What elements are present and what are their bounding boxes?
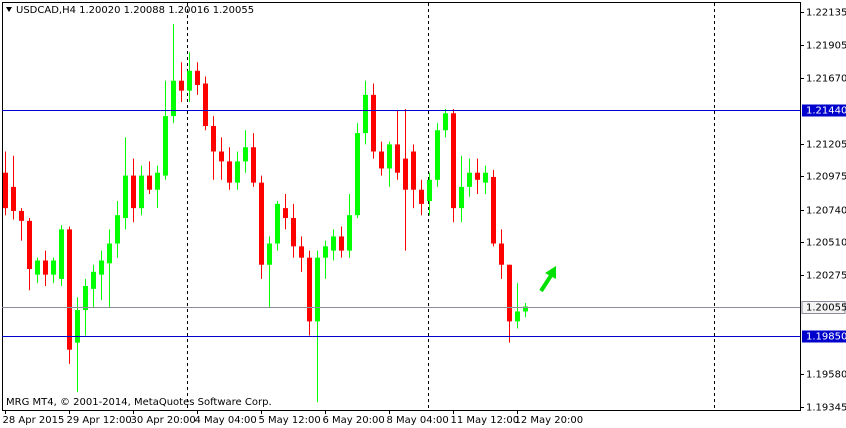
candle-body bbox=[123, 175, 128, 219]
candle-body bbox=[291, 218, 296, 247]
y-tick-label: 1.20975 bbox=[806, 172, 846, 183]
candle-body bbox=[11, 186, 16, 211]
x-tick-label: 28 Apr 2015 bbox=[3, 415, 65, 426]
candle-body bbox=[51, 260, 56, 275]
y-tick-label: 1.19345 bbox=[806, 403, 846, 414]
candle-body bbox=[419, 189, 424, 204]
x-tick-label: 8 May 04:00 bbox=[387, 415, 449, 426]
footer: MRG MT4, © 2001-2014, MetaQuotes Softwar… bbox=[6, 397, 272, 408]
candle-body bbox=[83, 285, 88, 311]
candle-body bbox=[451, 113, 456, 209]
menu-triangle[interactable] bbox=[6, 7, 12, 12]
candle-body bbox=[483, 172, 488, 183]
candle-body bbox=[395, 144, 400, 173]
plot-frame bbox=[2, 2, 801, 411]
candle-body bbox=[27, 220, 32, 269]
candle-body bbox=[459, 186, 464, 209]
level-label: 1.19850 bbox=[806, 332, 846, 343]
x-tick-label: 6 May 20:00 bbox=[323, 415, 385, 426]
candle-body bbox=[43, 260, 48, 275]
candle-body bbox=[507, 264, 512, 322]
y-tick-label: 1.22135 bbox=[806, 8, 846, 19]
candle-body bbox=[171, 80, 176, 117]
candle-body bbox=[363, 94, 368, 134]
candle-body bbox=[283, 208, 288, 219]
y-tick-label: 1.20275 bbox=[806, 271, 846, 282]
price-label: 1.20055 bbox=[806, 303, 846, 314]
candle-body bbox=[523, 306, 528, 312]
candle-body bbox=[243, 147, 248, 162]
y-tick-label: 1.20740 bbox=[806, 206, 846, 217]
candle-body bbox=[411, 151, 416, 190]
candle-body bbox=[195, 70, 200, 85]
candle-body bbox=[131, 175, 136, 209]
candle-body bbox=[403, 158, 408, 190]
candle-body bbox=[475, 172, 480, 180]
candle-body bbox=[3, 172, 8, 209]
candle-body bbox=[75, 310, 80, 343]
candle-body bbox=[467, 172, 472, 187]
candle-body bbox=[307, 257, 312, 322]
y-tick-label: 1.21905 bbox=[806, 41, 846, 52]
candle-body bbox=[139, 175, 144, 209]
candle-body bbox=[19, 210, 24, 221]
candle-body bbox=[67, 229, 72, 350]
signal-arrow bbox=[539, 266, 556, 293]
y-tick-label: 1.19580 bbox=[806, 370, 846, 381]
level-label-bg bbox=[802, 330, 846, 343]
candle-body bbox=[219, 151, 224, 162]
candle-body bbox=[163, 116, 168, 176]
candle-body bbox=[99, 260, 104, 275]
candle-body bbox=[107, 243, 112, 264]
candle-body bbox=[35, 260, 40, 275]
candle-body bbox=[299, 246, 304, 258]
chart-title: USDCAD,H4 1.20020 1.20088 1.20016 1.2005… bbox=[16, 5, 254, 16]
candle-body bbox=[331, 236, 336, 251]
candle-body bbox=[515, 311, 520, 322]
x-tick-label: 11 May 12:00 bbox=[451, 415, 520, 426]
candle-body bbox=[259, 182, 264, 265]
candle-body bbox=[59, 229, 64, 279]
candle-body bbox=[203, 83, 208, 127]
candle-body bbox=[491, 176, 496, 244]
candle-body bbox=[147, 175, 152, 190]
candle-body bbox=[339, 236, 344, 251]
candle-body bbox=[155, 172, 160, 190]
candle-body bbox=[371, 94, 376, 152]
candle-body bbox=[251, 147, 256, 183]
candle-body bbox=[443, 113, 448, 131]
price-label-bg bbox=[801, 301, 846, 314]
candle-body bbox=[227, 161, 232, 183]
candle-body bbox=[267, 243, 272, 265]
candle-body bbox=[235, 161, 240, 183]
y-tick-label: 1.21670 bbox=[806, 74, 846, 85]
candle-body bbox=[315, 257, 320, 322]
candle-body bbox=[355, 133, 360, 216]
candle-body bbox=[323, 246, 328, 258]
y-tick-label: 1.21205 bbox=[806, 140, 846, 151]
candle-body bbox=[499, 243, 504, 265]
x-tick-label: 30 Apr 20:00 bbox=[131, 415, 196, 426]
candle-body bbox=[275, 203, 280, 244]
x-tick-label: 4 May 04:00 bbox=[195, 415, 257, 426]
candle-body bbox=[435, 130, 440, 180]
candle-body bbox=[187, 70, 192, 91]
x-tick-label: 29 Apr 12:00 bbox=[67, 415, 132, 426]
candle-body bbox=[387, 144, 392, 169]
candle-body bbox=[427, 179, 432, 202]
candle-body bbox=[91, 271, 96, 289]
candle-body bbox=[179, 80, 184, 91]
candle-body bbox=[211, 126, 216, 152]
y-tick-label: 1.20510 bbox=[806, 238, 846, 249]
x-tick-label: 12 May 20:00 bbox=[515, 415, 584, 426]
level-label: 1.21440 bbox=[806, 106, 846, 117]
candle-body bbox=[379, 151, 384, 169]
level-label-bg bbox=[802, 104, 846, 117]
x-tick-label: 5 May 12:00 bbox=[259, 415, 321, 426]
candle-body bbox=[347, 215, 352, 251]
candle-body bbox=[115, 215, 120, 244]
